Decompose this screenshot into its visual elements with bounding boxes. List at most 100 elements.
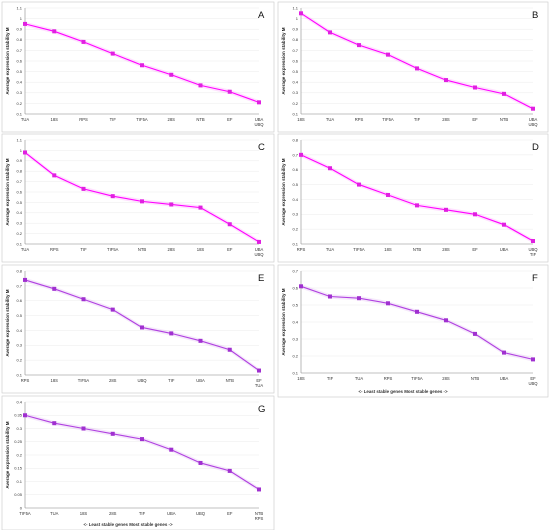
panel-frame — [277, 133, 549, 263]
y-tick-label: 0 — [20, 505, 23, 510]
x-tick-label: EF — [530, 376, 536, 381]
x-tick-label: TIF — [530, 252, 537, 257]
y-tick-label: 0.3 — [16, 426, 22, 431]
x-tick-label: 28S — [109, 511, 117, 516]
chart-panel-e: 0.1 0.2 0.3 0.4 0.5 0.6 0.7 0.8 Average expressi… — [1, 264, 275, 394]
data-point — [502, 222, 506, 227]
y-tick-label: 0.8 — [16, 169, 22, 174]
x-tick-label: UBA — [529, 117, 538, 122]
x-tick-label: TIF — [414, 117, 421, 122]
y-axis-title: Average expression stability M — [281, 27, 286, 94]
data-point — [357, 182, 361, 187]
data-point — [473, 212, 477, 217]
x-tick-label: TIF — [168, 378, 175, 383]
y-tick-label: 0.5 — [292, 69, 298, 74]
panel-letter: A — [258, 10, 265, 21]
x-tick-label: UBA — [196, 378, 205, 383]
data-point — [140, 325, 144, 330]
y-tick-label: 0.6 — [16, 298, 22, 303]
x-tick-label: RPS — [297, 247, 306, 252]
y-tick-label: 0.4 — [292, 80, 298, 85]
x-tick-label: RPS — [50, 247, 59, 252]
y-axis-title: Average expression stability M — [5, 158, 10, 225]
x-tick-label: 18S — [51, 378, 59, 383]
data-point — [23, 21, 27, 26]
y-tick-label: 0.25 — [14, 439, 23, 444]
y-tick-label: 0.6 — [16, 189, 22, 194]
y-tick-label: 0.2 — [292, 227, 298, 232]
panel-letter: C — [258, 142, 265, 153]
data-point — [415, 309, 419, 314]
y-tick-label: 0.8 — [292, 37, 298, 42]
y-tick-label: 0.9 — [16, 27, 22, 32]
data-point — [169, 331, 174, 336]
data-point — [198, 338, 203, 343]
x-tick-label: UBQ — [528, 381, 538, 386]
x-tick-label: TIF — [327, 376, 334, 381]
chart-panel-a: 0.1 0.2 0.3 0.4 0.5 0.6 0.7 0.8 0.9 1 1.1 Average e… — [1, 1, 275, 133]
x-tick-label: UBA — [500, 376, 509, 381]
data-point — [415, 203, 419, 208]
y-axis-title: Average expression stability M — [5, 289, 10, 356]
data-point — [227, 222, 232, 227]
data-point — [52, 421, 57, 426]
x-tick-label: TIF — [139, 511, 146, 516]
data-point — [386, 301, 390, 306]
y-tick-label: 0.7 — [292, 48, 298, 53]
y-tick-label: 0.7 — [292, 268, 298, 273]
x-tick-label: 28S — [168, 247, 176, 252]
data-point — [502, 350, 506, 355]
data-point — [52, 173, 57, 178]
y-tick-label: 1 — [20, 148, 23, 153]
panel-frame — [1, 1, 275, 133]
y-tick-label: 0.3 — [16, 343, 22, 348]
x-tick-label: UBQ — [196, 511, 206, 516]
data-point — [169, 202, 174, 207]
x-tick-label: 28S — [442, 247, 450, 252]
y-tick-label: 0.6 — [292, 285, 298, 290]
data-point — [227, 468, 232, 473]
y-tick-label: 0.4 — [16, 80, 22, 85]
chart-panel-b: 0.1 0.2 0.3 0.4 0.5 0.6 0.7 0.8 0.9 1 1.1 Average e… — [277, 1, 549, 133]
x-tick-label: TUA — [355, 376, 364, 381]
y-tick-label: 1 — [20, 16, 23, 21]
x-tick-label: 28S — [168, 117, 176, 122]
y-tick-label: 0.35 — [14, 413, 23, 418]
x-tick-label: UBA — [167, 511, 176, 516]
data-point — [23, 413, 27, 418]
data-point — [227, 347, 232, 352]
x-tick-label: NTB — [471, 376, 480, 381]
panel-letter: B — [532, 10, 538, 21]
x-tick-label: TUA — [326, 247, 335, 252]
data-point — [444, 207, 448, 212]
x-tick-label: NTB — [500, 117, 509, 122]
y-tick-label: 0.4 — [16, 210, 22, 215]
y-tick-label: 0.7 — [16, 179, 22, 184]
series-band — [25, 413, 259, 492]
data-point — [328, 294, 332, 299]
x-tick-label: 18S — [297, 376, 305, 381]
stability-annotation: <- Least stable genes Most stable genes … — [358, 389, 447, 394]
data-point — [473, 85, 477, 90]
data-point — [169, 447, 174, 452]
chart-panel-c: 0.1 0.2 0.3 0.4 0.5 0.6 0.7 0.8 0.9 1 1.1 Average e… — [1, 133, 275, 263]
data-point — [140, 437, 144, 442]
y-tick-label: 0.3 — [292, 336, 298, 341]
y-tick-label: 1 — [296, 16, 299, 21]
panel-letter: D — [532, 142, 539, 153]
x-tick-label: TIF — [80, 247, 87, 252]
y-tick-label: 0.2 — [16, 101, 22, 106]
x-tick-label: RPS — [355, 117, 364, 122]
data-point — [198, 83, 203, 88]
data-point — [110, 194, 115, 199]
data-point — [502, 91, 506, 96]
data-point — [299, 11, 303, 16]
x-tick-label: 18S — [384, 247, 392, 252]
y-tick-label: 0.3 — [16, 221, 22, 226]
data-point — [444, 318, 448, 323]
y-tick-label: 0.1 — [16, 372, 22, 377]
x-tick-label: 28S — [109, 378, 117, 383]
data-point — [257, 100, 261, 105]
y-tick-label: 0.05 — [14, 492, 23, 497]
y-tick-label: 0.5 — [292, 182, 298, 187]
